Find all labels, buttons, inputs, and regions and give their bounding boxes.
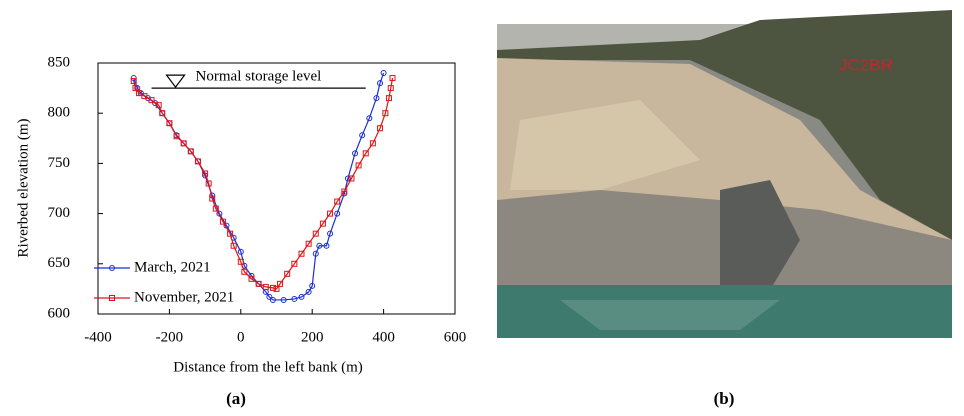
panel-label: (b)	[714, 389, 735, 408]
x-tick-label: -400	[84, 329, 112, 345]
y-tick-label: 750	[48, 155, 71, 171]
annotation: Normal storage level	[196, 69, 322, 85]
photo: JC2BR	[497, 10, 952, 338]
storage-level-symbol	[167, 75, 185, 87]
x-tick-label: 0	[237, 329, 245, 345]
y-tick-label: 650	[48, 255, 71, 271]
photo-label: JC2BR	[839, 55, 893, 74]
x-tick-label: 400	[372, 329, 395, 345]
x-tick-label: -200	[156, 329, 184, 345]
x-tick-label: 600	[444, 329, 467, 345]
figure: JC2BR (a) (b) Distance from the left ban…	[0, 0, 964, 416]
y-tick-label: 600	[48, 305, 71, 321]
legend-label: March, 2021	[134, 259, 211, 275]
y-tick-label: 800	[48, 105, 71, 121]
y-tick-label: 700	[48, 205, 71, 221]
legend-label: November, 2021	[134, 289, 234, 305]
y-tick-label: 850	[48, 54, 71, 70]
x-axis-label: Distance from the left bank (m)	[173, 359, 363, 375]
y-axis-label: Riverbed elevation (m)	[15, 118, 31, 257]
panel-label: (a)	[226, 389, 246, 408]
x-tick-label: 200	[301, 329, 324, 345]
series-line	[134, 78, 393, 289]
